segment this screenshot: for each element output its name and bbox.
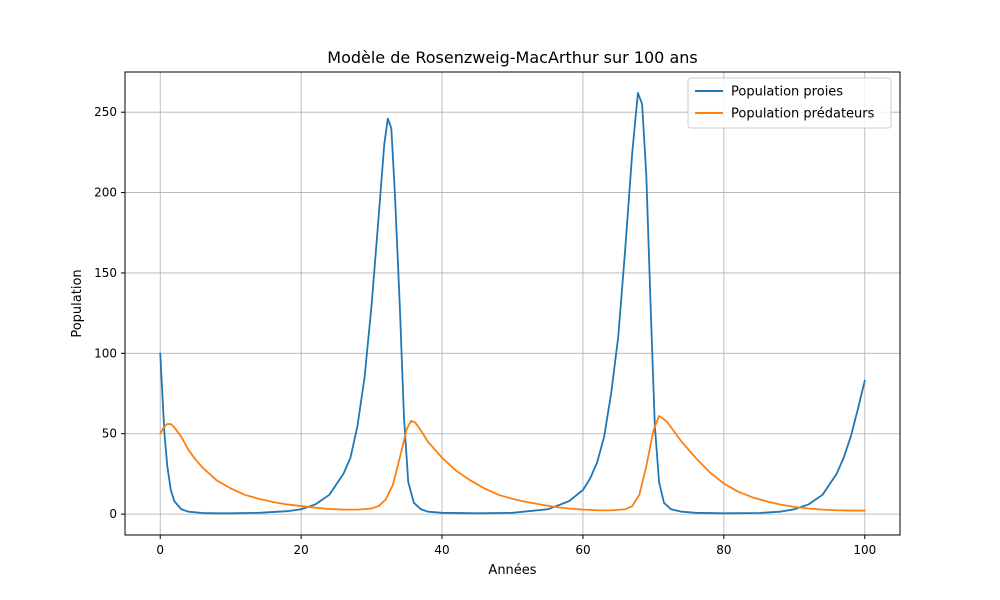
series-line-1 [159, 415, 866, 512]
y-tick-label: 150 [94, 266, 117, 280]
x-tick-label: 60 [575, 543, 590, 557]
chart-title: Modèle de Rosenzweig-MacArthur sur 100 a… [327, 48, 697, 67]
y-tick-label: 200 [94, 186, 117, 200]
plot-frame [124, 71, 901, 536]
x-tick-label: 0 [156, 543, 164, 557]
legend: Population proies Population prédateurs [687, 77, 892, 129]
x-axis-label: Années [488, 563, 536, 578]
x-tick-label: 40 [434, 543, 449, 557]
y-tick-label: 0 [109, 507, 117, 521]
grid [125, 72, 900, 535]
y-tick-label: 100 [94, 346, 117, 360]
legend-label-1: Population prédateurs [731, 107, 875, 122]
x-tick-label: 100 [853, 543, 876, 557]
y-tick-label: 50 [102, 427, 117, 441]
legend-box [687, 77, 892, 129]
legend-label-0: Population proies [731, 85, 843, 100]
y-axis-label: Population [70, 269, 85, 337]
y-tick-label: 250 [94, 105, 117, 119]
series-lines [159, 92, 866, 515]
axis-ticks: 0 20 40 60 80 100 0 50 100 150 200 250 [94, 105, 876, 557]
series-line-0 [159, 92, 866, 515]
x-tick-label: 80 [716, 543, 731, 557]
x-tick-label: 20 [293, 543, 308, 557]
